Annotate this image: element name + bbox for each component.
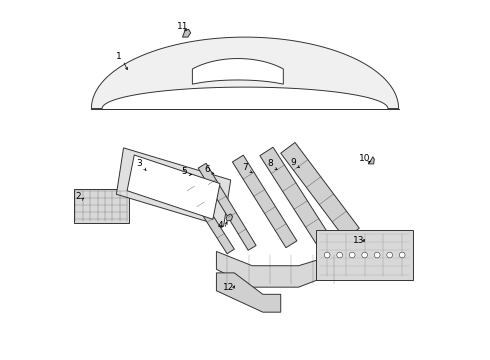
Polygon shape [198, 163, 256, 250]
Text: 5: 5 [181, 167, 187, 176]
Text: 12: 12 [223, 283, 235, 292]
Polygon shape [217, 251, 345, 287]
Polygon shape [217, 273, 281, 312]
Text: 9: 9 [290, 158, 296, 167]
Circle shape [349, 252, 355, 258]
Text: 3: 3 [137, 159, 143, 168]
Text: 1: 1 [117, 52, 122, 61]
Circle shape [374, 252, 380, 258]
Polygon shape [74, 189, 129, 223]
Circle shape [387, 252, 392, 258]
Polygon shape [368, 157, 374, 164]
Polygon shape [317, 230, 413, 280]
Circle shape [337, 252, 343, 258]
Text: 6: 6 [204, 165, 210, 174]
Polygon shape [232, 155, 297, 248]
Polygon shape [177, 171, 234, 254]
Text: 11: 11 [177, 22, 189, 31]
Text: 8: 8 [267, 159, 273, 168]
Polygon shape [127, 155, 220, 219]
Polygon shape [193, 59, 283, 84]
Circle shape [399, 252, 405, 258]
Text: 10: 10 [359, 154, 371, 163]
Text: 7: 7 [242, 163, 248, 172]
Polygon shape [226, 214, 232, 221]
Polygon shape [281, 143, 359, 239]
Circle shape [362, 252, 368, 258]
Text: 2: 2 [75, 192, 81, 201]
Text: 13: 13 [353, 236, 365, 245]
Polygon shape [92, 37, 398, 109]
Text: 4: 4 [218, 221, 223, 230]
Polygon shape [260, 147, 330, 245]
Polygon shape [182, 29, 191, 37]
Polygon shape [117, 148, 231, 226]
Circle shape [324, 252, 330, 258]
